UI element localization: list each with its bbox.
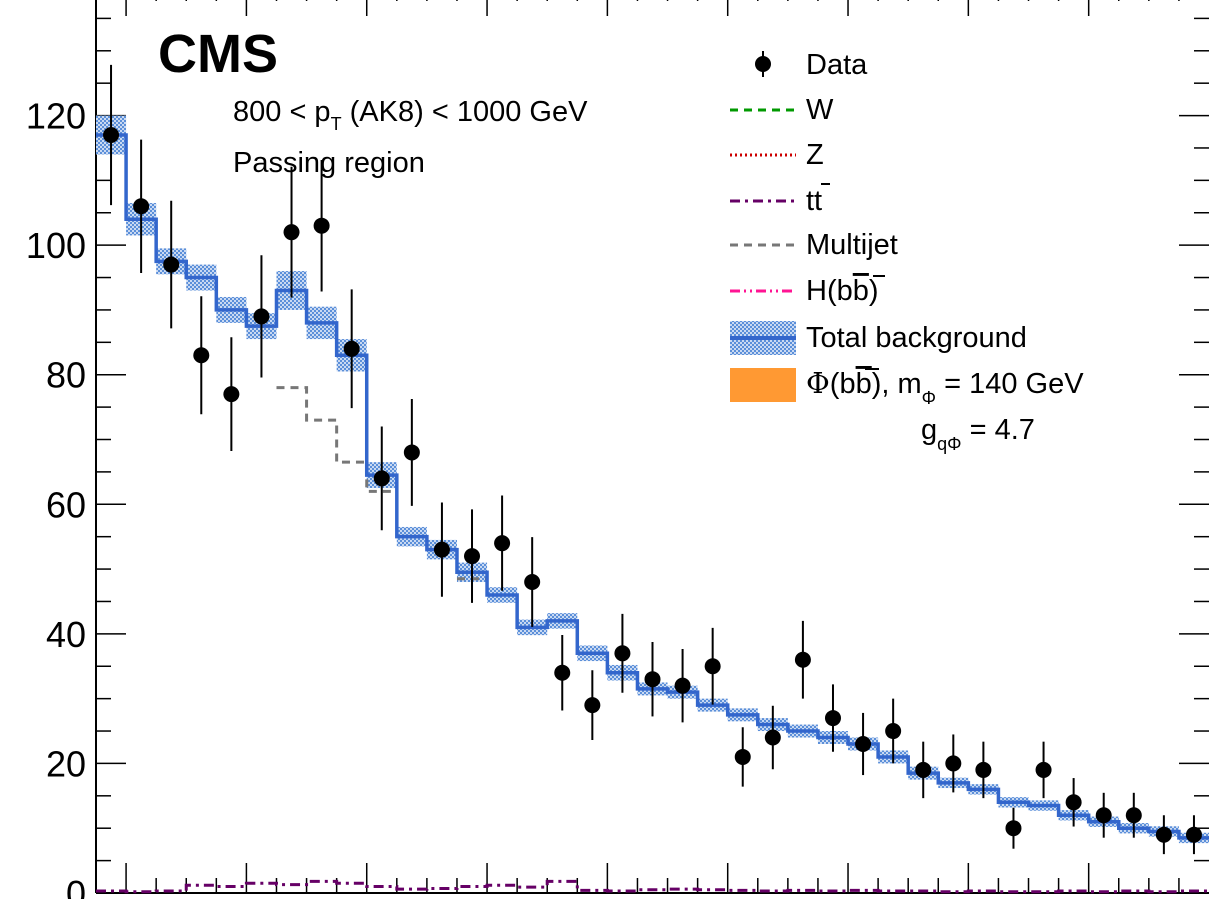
data-point — [794, 651, 811, 668]
legend-label-signal: Φ(bb), mΦ = 140 GeV — [806, 366, 1084, 408]
ttbar-line — [96, 879, 1209, 894]
data-point — [975, 761, 992, 778]
data-point — [283, 224, 300, 241]
legend-data-marker — [755, 56, 771, 72]
data-point — [704, 658, 721, 675]
data-point — [734, 748, 751, 765]
pt-range-annotation: 800 < pT (AK8) < 1000 GeV — [233, 96, 588, 134]
data-point — [313, 217, 330, 234]
y-tick-label: 80 — [46, 355, 86, 396]
data-point — [1035, 761, 1052, 778]
legend-item-ttbar: tt — [730, 183, 830, 217]
y-axis-labels: 0 20 40 60 80 100 120 140 — [26, 0, 86, 899]
legend-label-signal-coupling: gqΦ = 4.7 — [921, 414, 1035, 454]
data-point — [133, 198, 150, 215]
data-point — [584, 697, 601, 714]
legend-label-multijet: Multijet — [806, 229, 898, 261]
series-ttbar — [96, 879, 1209, 894]
data-point — [855, 735, 872, 752]
y-tick-label: 60 — [46, 484, 86, 525]
legend-signal-swatch — [730, 368, 796, 402]
data-point — [464, 548, 481, 565]
data-point — [554, 664, 571, 681]
data-point — [674, 677, 691, 694]
data-point — [494, 535, 511, 552]
y-tick-label: 140 — [26, 0, 86, 7]
data-point — [885, 723, 902, 740]
data-point — [1005, 820, 1022, 837]
legend-item-signal: Φ(bb), mΦ = 140 GeV gqΦ = 4.7 — [730, 366, 1084, 454]
legend-item-total-background: Total background — [730, 321, 1027, 355]
data-point — [403, 444, 420, 461]
legend-item-z: Z — [730, 139, 824, 171]
data-point — [343, 340, 360, 357]
legend-label-total-background: Total background — [806, 322, 1027, 354]
data-point — [1095, 807, 1112, 824]
total-background-line — [96, 133, 1209, 840]
legend-item-multijet: Multijet — [730, 229, 898, 261]
y-tick-label: 120 — [26, 96, 86, 137]
legend-label-hbb: H(bb) — [806, 275, 879, 307]
data-point — [824, 710, 841, 727]
legend-label-ttbar: tt — [806, 185, 822, 217]
data-point — [163, 256, 180, 273]
legend-item-w: W — [730, 94, 834, 126]
legend: Data W Z tt Multijet H(bb) Total backgro… — [730, 49, 1084, 454]
data-point — [1125, 807, 1142, 824]
data-point — [644, 671, 661, 688]
data-point — [103, 127, 120, 144]
legend-item-data: Data — [755, 49, 868, 81]
series-total-background — [96, 133, 1209, 840]
y-tick-label: 40 — [46, 614, 86, 655]
experiment-label: CMS — [158, 24, 278, 84]
data-point — [433, 541, 450, 558]
data-point — [223, 386, 240, 403]
region-annotation: Passing region — [233, 147, 425, 179]
legend-item-hbb: H(bb) — [730, 275, 885, 307]
axes-frame — [95, 0, 1209, 894]
data-point — [945, 755, 962, 772]
data-point — [915, 761, 932, 778]
data-point — [253, 308, 270, 325]
data-point — [1155, 826, 1172, 843]
legend-label-data: Data — [806, 49, 868, 81]
total-background-uncertainty-band — [96, 115, 1209, 844]
data-point — [614, 645, 631, 662]
data-point — [1065, 794, 1082, 811]
y-tick-label: 100 — [26, 225, 86, 266]
data-point — [1185, 826, 1202, 843]
y-tick-label: 0 — [66, 873, 86, 899]
series-data — [103, 64, 1202, 855]
legend-label-z: Z — [806, 139, 824, 171]
y-tick-label: 20 — [46, 743, 86, 784]
data-point — [764, 729, 781, 746]
legend-label-w: W — [806, 94, 834, 126]
data-point — [373, 470, 390, 487]
data-point — [193, 347, 210, 364]
data-point — [524, 574, 541, 591]
